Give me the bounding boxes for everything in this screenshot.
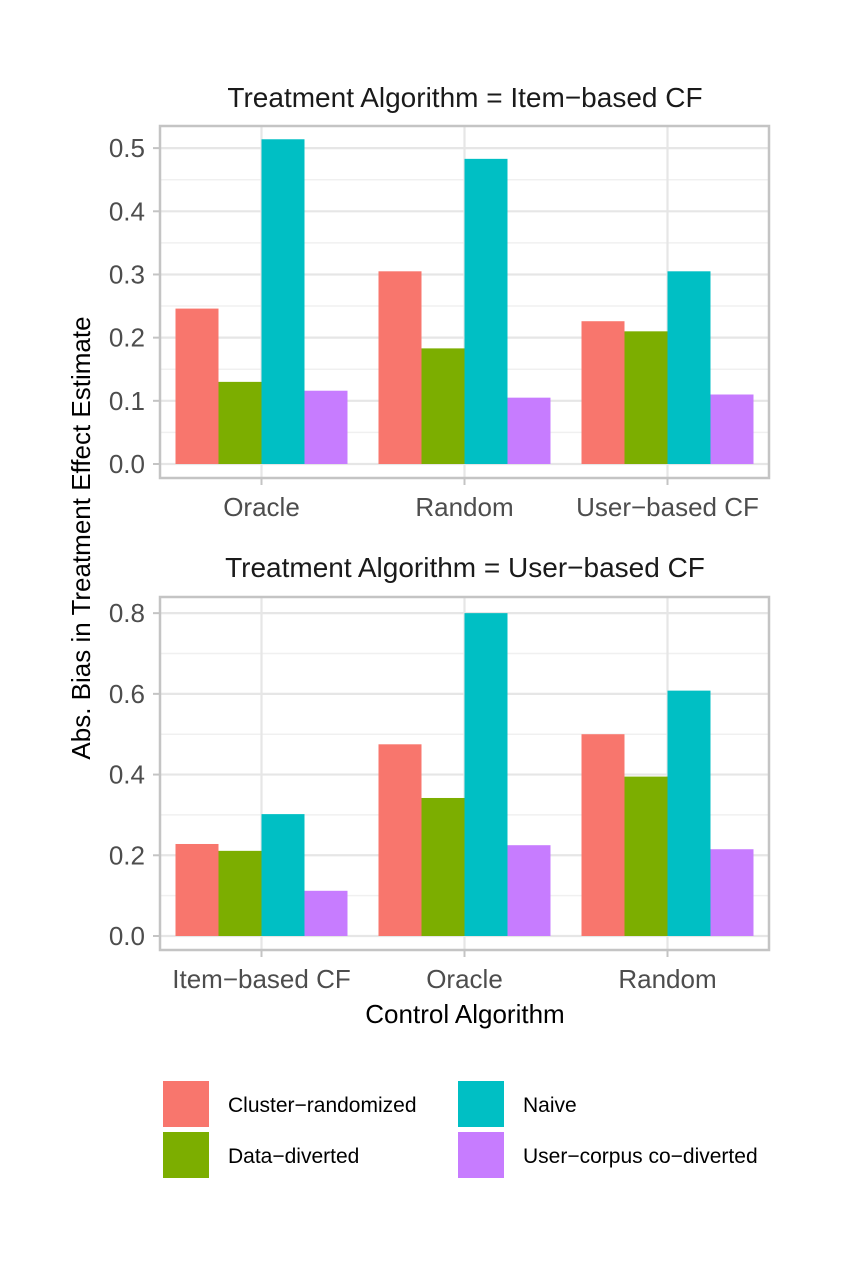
y-tick-label: 0.4 [109,760,145,790]
legend-key-data-diverted [163,1132,209,1178]
bar-user-corpus-co-diverted-oracle [304,390,348,464]
panel-title: Treatment Algorithm = User−based CF [225,552,705,583]
x-axis-ticks: Item−based CF Oracle Random [172,950,717,994]
y-tick-label: 0.2 [109,840,145,870]
bar-user-corpus-co-diverted-oracle [507,845,551,936]
bar-cluster-randomized-oracle [175,308,219,464]
x-tick-label-random: Random [415,492,513,522]
y-tick-label: 0.3 [109,259,145,289]
legend-key-cluster-randomized [163,1081,209,1127]
bar-cluster-randomized-oracle [378,744,422,936]
panel-bars [175,613,754,936]
bar-user-corpus-co-diverted-random [710,849,754,936]
y-axis-ticks: 0.0 0.1 0.2 0.3 0.4 0.5 [109,133,160,479]
panel-item-based-cf: Treatment Algorithm = Item−based CF 0.00… [109,82,771,522]
legend-label-data-diverted: Data−diverted [228,1145,359,1168]
legend-key-user-corpus-co-diverted [458,1132,504,1178]
bar-cluster-randomized-random [581,734,625,936]
y-axis-title: Abs. Bias in Treatment Effect Estimate [66,316,96,759]
bar-naive-oracle [464,613,508,936]
y-tick-label: 0.6 [109,679,145,709]
panel-bars [175,139,754,465]
bar-cluster-randomized-random [378,271,422,464]
y-tick-label: 0.2 [109,323,145,353]
x-tick-label-user-based-cf: User−based CF [576,492,759,522]
bar-data-diverted-item-based-cf [218,850,262,936]
x-axis-title: Control Algorithm [365,999,564,1029]
legend-label-cluster-randomized: Cluster−randomized [228,1094,417,1117]
x-tick-label-item-based-cf: Item−based CF [172,964,350,994]
bar-user-corpus-co-diverted-user-based-cf [710,394,754,464]
legend-label-user-corpus-co-diverted: User−corpus co−diverted [523,1145,758,1168]
y-tick-label: 0.4 [109,196,145,226]
y-tick-label: 0.8 [109,598,145,628]
bar-data-diverted-oracle [421,797,465,936]
bar-naive-oracle [261,139,305,465]
bar-naive-random [464,158,508,464]
bar-data-diverted-random [421,348,465,464]
legend-key-naive [458,1081,504,1127]
x-axis-ticks: Oracle Random User−based CF [223,478,759,522]
bar-data-diverted-user-based-cf [624,331,668,464]
y-tick-label: 0.1 [109,386,145,416]
legend-label-naive: Naive [523,1094,577,1117]
y-tick-label: 0.0 [109,921,145,951]
x-tick-label-random: Random [618,964,716,994]
x-tick-label-oracle: Oracle [223,492,300,522]
bar-naive-user-based-cf [667,271,711,464]
y-tick-label: 0.5 [109,133,145,163]
bar-cluster-randomized-item-based-cf [175,843,219,936]
panel-user-based-cf: Treatment Algorithm = User−based CF 0.00… [109,552,771,994]
legend: Cluster−randomized Naive Data−diverted U… [163,1081,758,1178]
bar-naive-item-based-cf [261,814,305,936]
bar-cluster-randomized-user-based-cf [581,321,625,464]
bar-user-corpus-co-diverted-random [507,397,551,464]
bar-naive-random [667,690,711,936]
y-axis-ticks: 0.0 0.2 0.4 0.6 0.8 [109,598,160,951]
bar-user-corpus-co-diverted-item-based-cf [304,890,348,936]
bar-data-diverted-random [624,776,668,936]
y-tick-label: 0.0 [109,449,145,479]
x-tick-label-oracle: Oracle [426,964,503,994]
panel-title: Treatment Algorithm = Item−based CF [227,82,702,113]
bar-data-diverted-oracle [218,381,262,464]
